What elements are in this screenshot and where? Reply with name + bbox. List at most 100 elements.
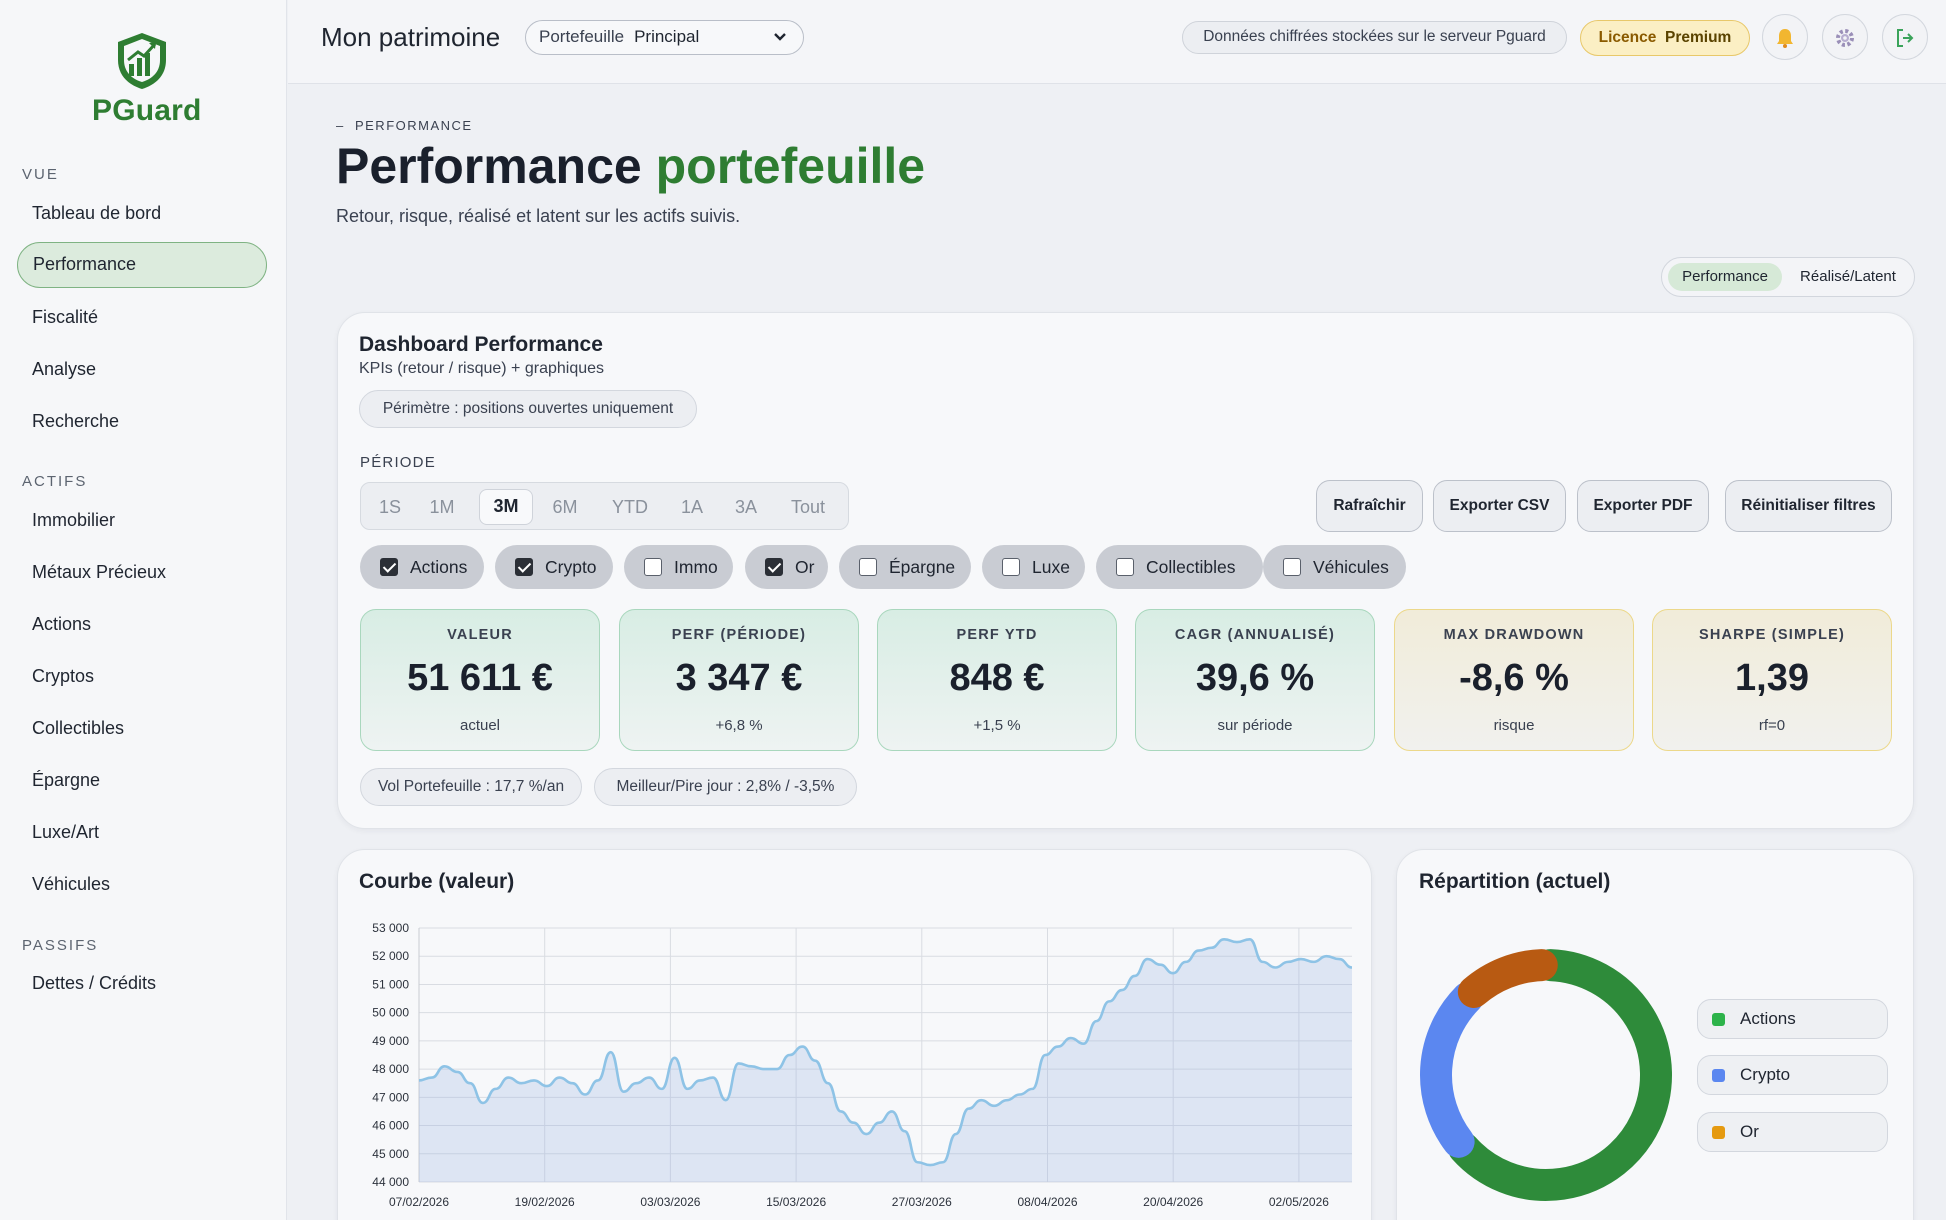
kpi-value: 3 347 € [675, 657, 803, 699]
view-toggle: Performance Réalisé/Latent [1661, 257, 1915, 297]
scope-chip: Périmètre : positions ouvertes uniquemen… [359, 390, 697, 428]
filter-luxe[interactable]: Luxe [982, 545, 1085, 589]
period-tout[interactable]: Tout [790, 497, 826, 517]
export-csv-button[interactable]: Exporter CSV [1433, 480, 1566, 532]
kpi-note: sur période [1217, 717, 1293, 734]
curve-card [337, 849, 1372, 1220]
nav-item-tableau-de-bord[interactable]: Tableau de bord [32, 203, 162, 223]
kpi-note: risque [1493, 717, 1535, 734]
nav-item-recherche[interactable]: Recherche [32, 411, 120, 431]
notifications-button[interactable] [1762, 14, 1808, 60]
x-tick-label: 27/03/2026 [892, 1195, 952, 1209]
donut-slice-crypto[interactable] [1420, 981, 1484, 1158]
title-main: Performance [336, 138, 642, 194]
portfolio-value: Principal [634, 27, 700, 46]
x-tick-label: 03/03/2026 [640, 1195, 700, 1209]
tab-realise-latent[interactable]: Réalisé/Latent [1800, 268, 1896, 285]
y-tick-label: 49 000 [372, 1034, 409, 1048]
curve-title: Courbe (valeur) [359, 870, 515, 893]
kpi-label: SHARPE (SIMPLE) [1698, 627, 1846, 643]
y-tick-label: 48 000 [372, 1062, 409, 1076]
kpi-label: PERF (PÉRIODE) [671, 627, 807, 643]
filter-actions[interactable]: Actions [360, 545, 484, 589]
licence-label: Licence [1598, 29, 1657, 46]
filter-vehicules[interactable]: Véhicules [1263, 545, 1406, 589]
licence-value: Premium [1665, 29, 1732, 46]
period-selector: 1S 1M 3M 6M YTD 1A 3A Tout [360, 482, 849, 530]
allocation-title: Répartition (actuel) [1419, 870, 1611, 893]
nav-item-collectibles[interactable]: Collectibles [32, 718, 125, 738]
topbar: Mon patrimoine Portefeuille Principal Don… [288, 0, 1946, 84]
nav-item-luxe-art[interactable]: Luxe/Art [32, 822, 100, 842]
filter-label: Actions [410, 557, 468, 577]
filter-label: Épargne [889, 557, 956, 577]
y-tick-label: 44 000 [372, 1175, 409, 1189]
nav-item-fiscalite[interactable]: Fiscalité [32, 307, 99, 327]
filter-epargne[interactable]: Épargne [839, 545, 971, 589]
settings-button[interactable] [1822, 14, 1868, 60]
period-1s[interactable]: 1S [378, 497, 402, 517]
legend-item-or[interactable]: Or [1697, 1112, 1888, 1152]
bell-icon [1777, 28, 1793, 48]
y-tick-label: 51 000 [372, 977, 409, 991]
licence-badge[interactable]: Licence Premium [1580, 20, 1750, 56]
nav-item-epargne[interactable]: Épargne [32, 770, 101, 790]
checkbox-unchecked-icon [644, 558, 662, 576]
tab-performance[interactable]: Performance [1668, 263, 1782, 291]
nav-item-actions[interactable]: Actions [32, 614, 92, 634]
filter-label: Crypto [545, 557, 597, 577]
kpi-label: VALEUR [447, 627, 513, 643]
filter-immo[interactable]: Immo [624, 545, 733, 589]
donut-slice-or[interactable] [1457, 949, 1558, 1008]
volatility-chip: Vol Portefeuille : 17,7 %/an [360, 768, 582, 806]
donut-slice-actions[interactable] [1447, 949, 1672, 1201]
portfolio-select[interactable]: Portefeuille Principal [525, 20, 804, 55]
app-logo[interactable]: PGuard [92, 30, 202, 128]
value-line-chart: 53 000 52 000 51 000 50 000 49 000 48 000 47 0… [372, 921, 1353, 1209]
legend-swatch [1712, 1069, 1725, 1082]
checkbox-unchecked-icon [859, 558, 877, 576]
nav-item-cryptos[interactable]: Cryptos [32, 666, 95, 686]
filter-or[interactable]: Or [745, 545, 828, 589]
legend-item-crypto[interactable]: Crypto [1697, 1055, 1888, 1095]
period-3a[interactable]: 3A [734, 497, 758, 517]
kpi-value: 1,39 [1735, 657, 1809, 699]
kpi-note: +6,8 % [715, 717, 763, 734]
reset-filters-button[interactable]: Réinitialiser filtres [1725, 480, 1892, 532]
nav-item-dettes-credits[interactable]: Dettes / Crédits [32, 973, 157, 993]
filter-crypto[interactable]: Crypto [495, 545, 613, 589]
legend-label: Crypto [1740, 1065, 1791, 1084]
best-worst-day-chip: Meilleur/Pire jour : 2,8% / -3,5% [594, 768, 857, 806]
y-tick-label: 53 000 [372, 921, 409, 935]
kpi-sharpe: SHARPE (SIMPLE) 1,39 rf=0 [1652, 609, 1892, 751]
checkbox-unchecked-icon [1283, 558, 1301, 576]
period-6m[interactable]: 6M [552, 497, 578, 517]
logout-button[interactable] [1882, 14, 1928, 60]
kpi-value: 39,6 % [1195, 657, 1315, 699]
page-title: Performance portefeuille [336, 137, 925, 195]
nav-item-vehicules[interactable]: Véhicules [32, 874, 111, 894]
nav-item-analyse[interactable]: Analyse [32, 359, 97, 379]
period-1a[interactable]: 1A [680, 497, 704, 517]
filter-collectibles[interactable]: Collectibles [1096, 545, 1263, 589]
title-accent: portefeuille [655, 138, 926, 194]
kpi-value: 848 € [949, 657, 1045, 699]
kpi-label: PERF YTD [956, 627, 1038, 643]
filter-label: Luxe [1032, 557, 1070, 577]
legend-item-actions[interactable]: Actions [1697, 999, 1888, 1039]
y-tick-label: 50 000 [372, 1006, 409, 1020]
nav-item-metaux-precieux[interactable]: Métaux Précieux [32, 562, 167, 582]
export-pdf-button[interactable]: Exporter PDF [1577, 480, 1709, 532]
nav-item-immobilier[interactable]: Immobilier [32, 510, 116, 530]
refresh-button[interactable]: Rafraîchir [1316, 480, 1423, 532]
period-ytd[interactable]: YTD [612, 497, 648, 517]
kpi-value: -8,6 % [1459, 657, 1569, 699]
dashboard-title: Dashboard Performance [359, 333, 603, 356]
nav-item-performance[interactable]: Performance [17, 242, 267, 288]
period-1m[interactable]: 1M [429, 497, 455, 517]
logo-text: PGuard [92, 94, 202, 127]
period-3m[interactable]: 3M [479, 489, 533, 525]
checkbox-unchecked-icon [1002, 558, 1020, 576]
value-chart: 53 000 52 000 51 000 50 000 49 000 48 000 47 0… [360, 905, 1360, 1220]
allocation-donut-chart [1420, 949, 1672, 1201]
